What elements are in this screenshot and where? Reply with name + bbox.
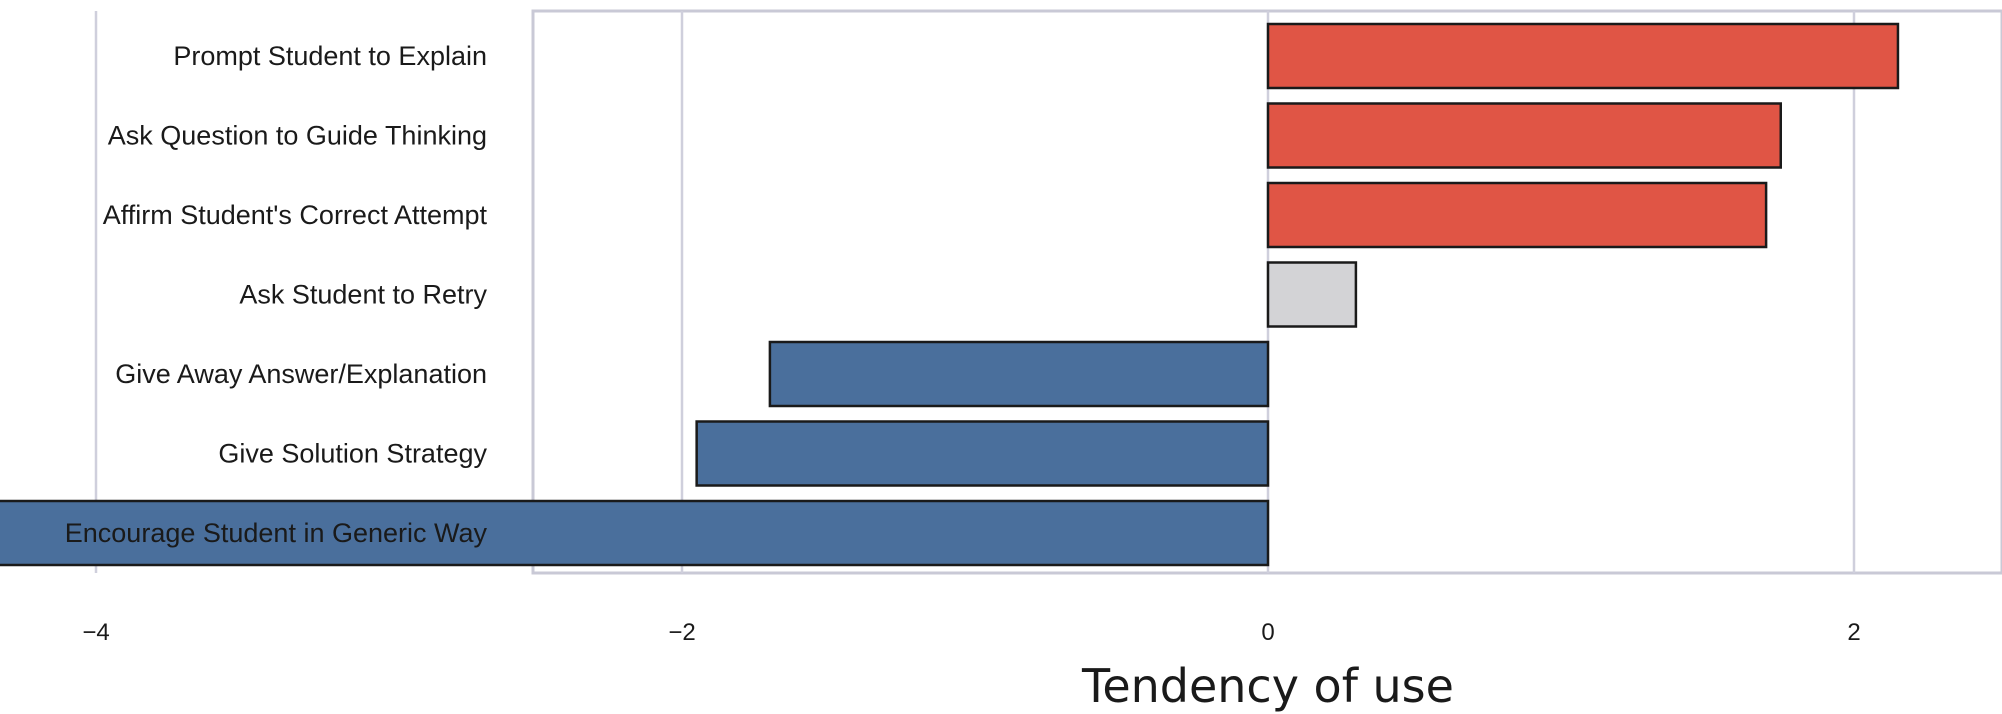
bar — [768, 340, 1270, 408]
category-label: Give Away Answer/Explanation — [115, 359, 487, 389]
category-label: Ask Question to Guide Thinking — [108, 121, 487, 151]
bar — [1266, 261, 1358, 328]
category-label: Prompt Student to Explain — [173, 41, 487, 71]
category-labels: Prompt Student to Explain Ask Question to… — [65, 41, 488, 548]
x-tick-label: −2 — [668, 619, 695, 646]
x-tick-label: −4 — [82, 619, 109, 646]
x-tick-labels: −4−2024 — [82, 619, 1860, 646]
bar — [0, 499, 1270, 567]
category-label: Ask Student to Retry — [239, 280, 487, 310]
x-axis-title: Tendency of use — [1081, 659, 1454, 713]
bars — [0, 22, 1900, 567]
category-label: Give Solution Strategy — [218, 439, 487, 469]
bar — [1266, 22, 1900, 90]
category-label: Encourage Student in Generic Way — [65, 518, 488, 548]
x-tick-label: 0 — [1261, 619, 1274, 646]
category-label: Affirm Student's Correct Attempt — [103, 200, 488, 230]
bar — [1266, 102, 1782, 169]
bar — [1266, 181, 1768, 249]
x-tick-label: 2 — [1847, 619, 1860, 646]
bar — [695, 420, 1270, 487]
